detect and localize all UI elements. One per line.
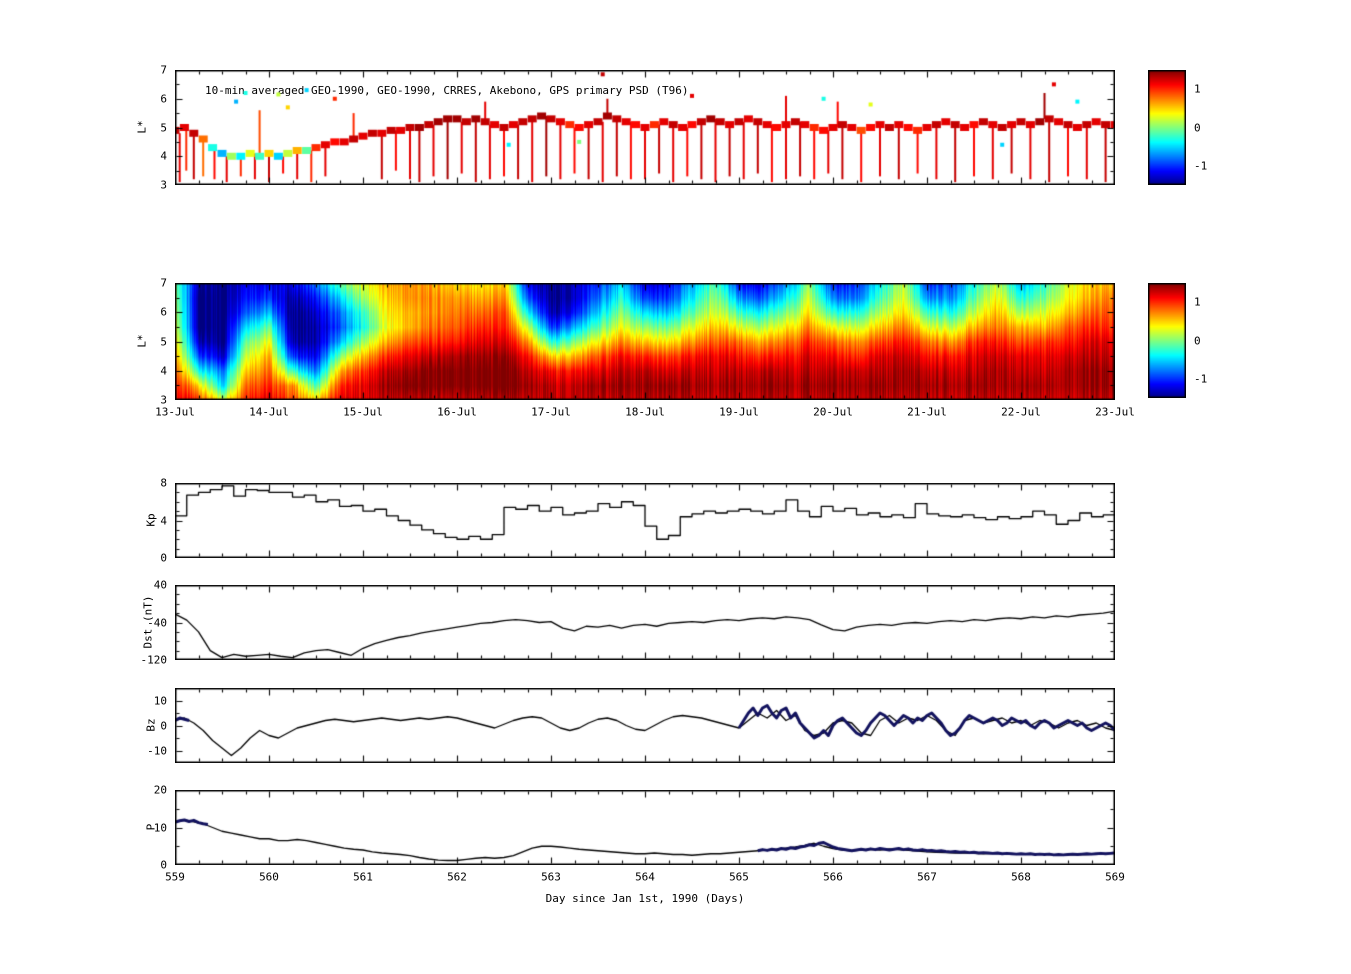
tick-label: 562 <box>447 870 467 884</box>
tick-label: 3 <box>160 393 167 407</box>
tick-label: 15-Jul <box>343 405 383 419</box>
tick-label: 1 <box>1194 295 1201 309</box>
tick-label: 17-Jul <box>531 405 571 419</box>
y-axis-label-kp: Kp <box>144 513 158 527</box>
tick-label: 19-Jul <box>719 405 759 419</box>
tick-label: 21-Jul <box>907 405 947 419</box>
bz-panel <box>175 688 1115 763</box>
tick-label: 14-Jul <box>249 405 289 419</box>
tick-label: 10 <box>153 694 167 707</box>
x-axis-label: Day since Jan 1st, 1990 (Days) <box>545 892 745 905</box>
tick-label: -1 <box>1194 372 1208 386</box>
tick-label: 565 <box>729 870 749 884</box>
tick-label: 0 <box>1194 121 1201 134</box>
tick-label: 3 <box>160 178 167 192</box>
tick-label: 560 <box>259 870 279 884</box>
tick-label: -1 <box>1194 159 1208 173</box>
tick-label: 564 <box>635 870 655 884</box>
y-axis-label-lstar-model: L* <box>135 334 149 348</box>
p-panel <box>175 790 1115 865</box>
tick-label: 7 <box>160 276 167 290</box>
tick-label: 40 <box>153 578 167 592</box>
tick-label: 4 <box>160 364 167 378</box>
tick-label: 16-Jul <box>437 405 477 419</box>
tick-label: 0 <box>1194 334 1201 347</box>
tick-label: 0 <box>160 858 167 872</box>
tick-label: 10 <box>153 821 167 834</box>
tick-label: 8 <box>160 476 167 490</box>
tick-label: 18-Jul <box>625 405 665 419</box>
tick-label: 0 <box>160 719 167 732</box>
tick-label: 23-Jul <box>1095 405 1135 419</box>
tick-label: 563 <box>541 870 561 884</box>
tick-label: 7 <box>160 63 167 77</box>
tick-label: 561 <box>353 870 373 884</box>
tick-label: 20-Jul <box>813 405 853 419</box>
tick-label: 559 <box>165 870 185 884</box>
tick-label: 5 <box>160 121 167 134</box>
y-axis-label-lstar-observed: L* <box>135 120 149 134</box>
kp-panel <box>175 483 1115 558</box>
tick-label: 567 <box>917 870 937 884</box>
tick-label: 1 <box>1194 82 1201 96</box>
tick-label: 4 <box>160 514 167 527</box>
colorbar-psd-model <box>1148 283 1186 398</box>
tick-label: 22-Jul <box>1001 405 1041 419</box>
psd-model-panel <box>175 283 1115 400</box>
colorbar-psd-observed <box>1148 70 1186 185</box>
tick-label: 4 <box>160 149 167 163</box>
tick-label: 569 <box>1105 870 1125 884</box>
tick-label: 568 <box>1011 870 1031 884</box>
tick-label: -40 <box>147 616 167 629</box>
psd-observed-panel <box>175 70 1115 185</box>
tick-label: -120 <box>140 653 168 667</box>
tick-label: 0 <box>160 551 167 565</box>
y-axis-label-bz: Bz <box>144 718 158 732</box>
tick-label: 20 <box>153 783 167 797</box>
tick-label: 13-Jul <box>155 405 195 419</box>
tick-label: 566 <box>823 870 843 884</box>
tick-label: 6 <box>160 305 167 319</box>
dst-panel <box>175 585 1115 660</box>
tick-label: 6 <box>160 92 167 106</box>
tick-label: 5 <box>160 335 167 348</box>
tick-label: -10 <box>147 744 167 757</box>
